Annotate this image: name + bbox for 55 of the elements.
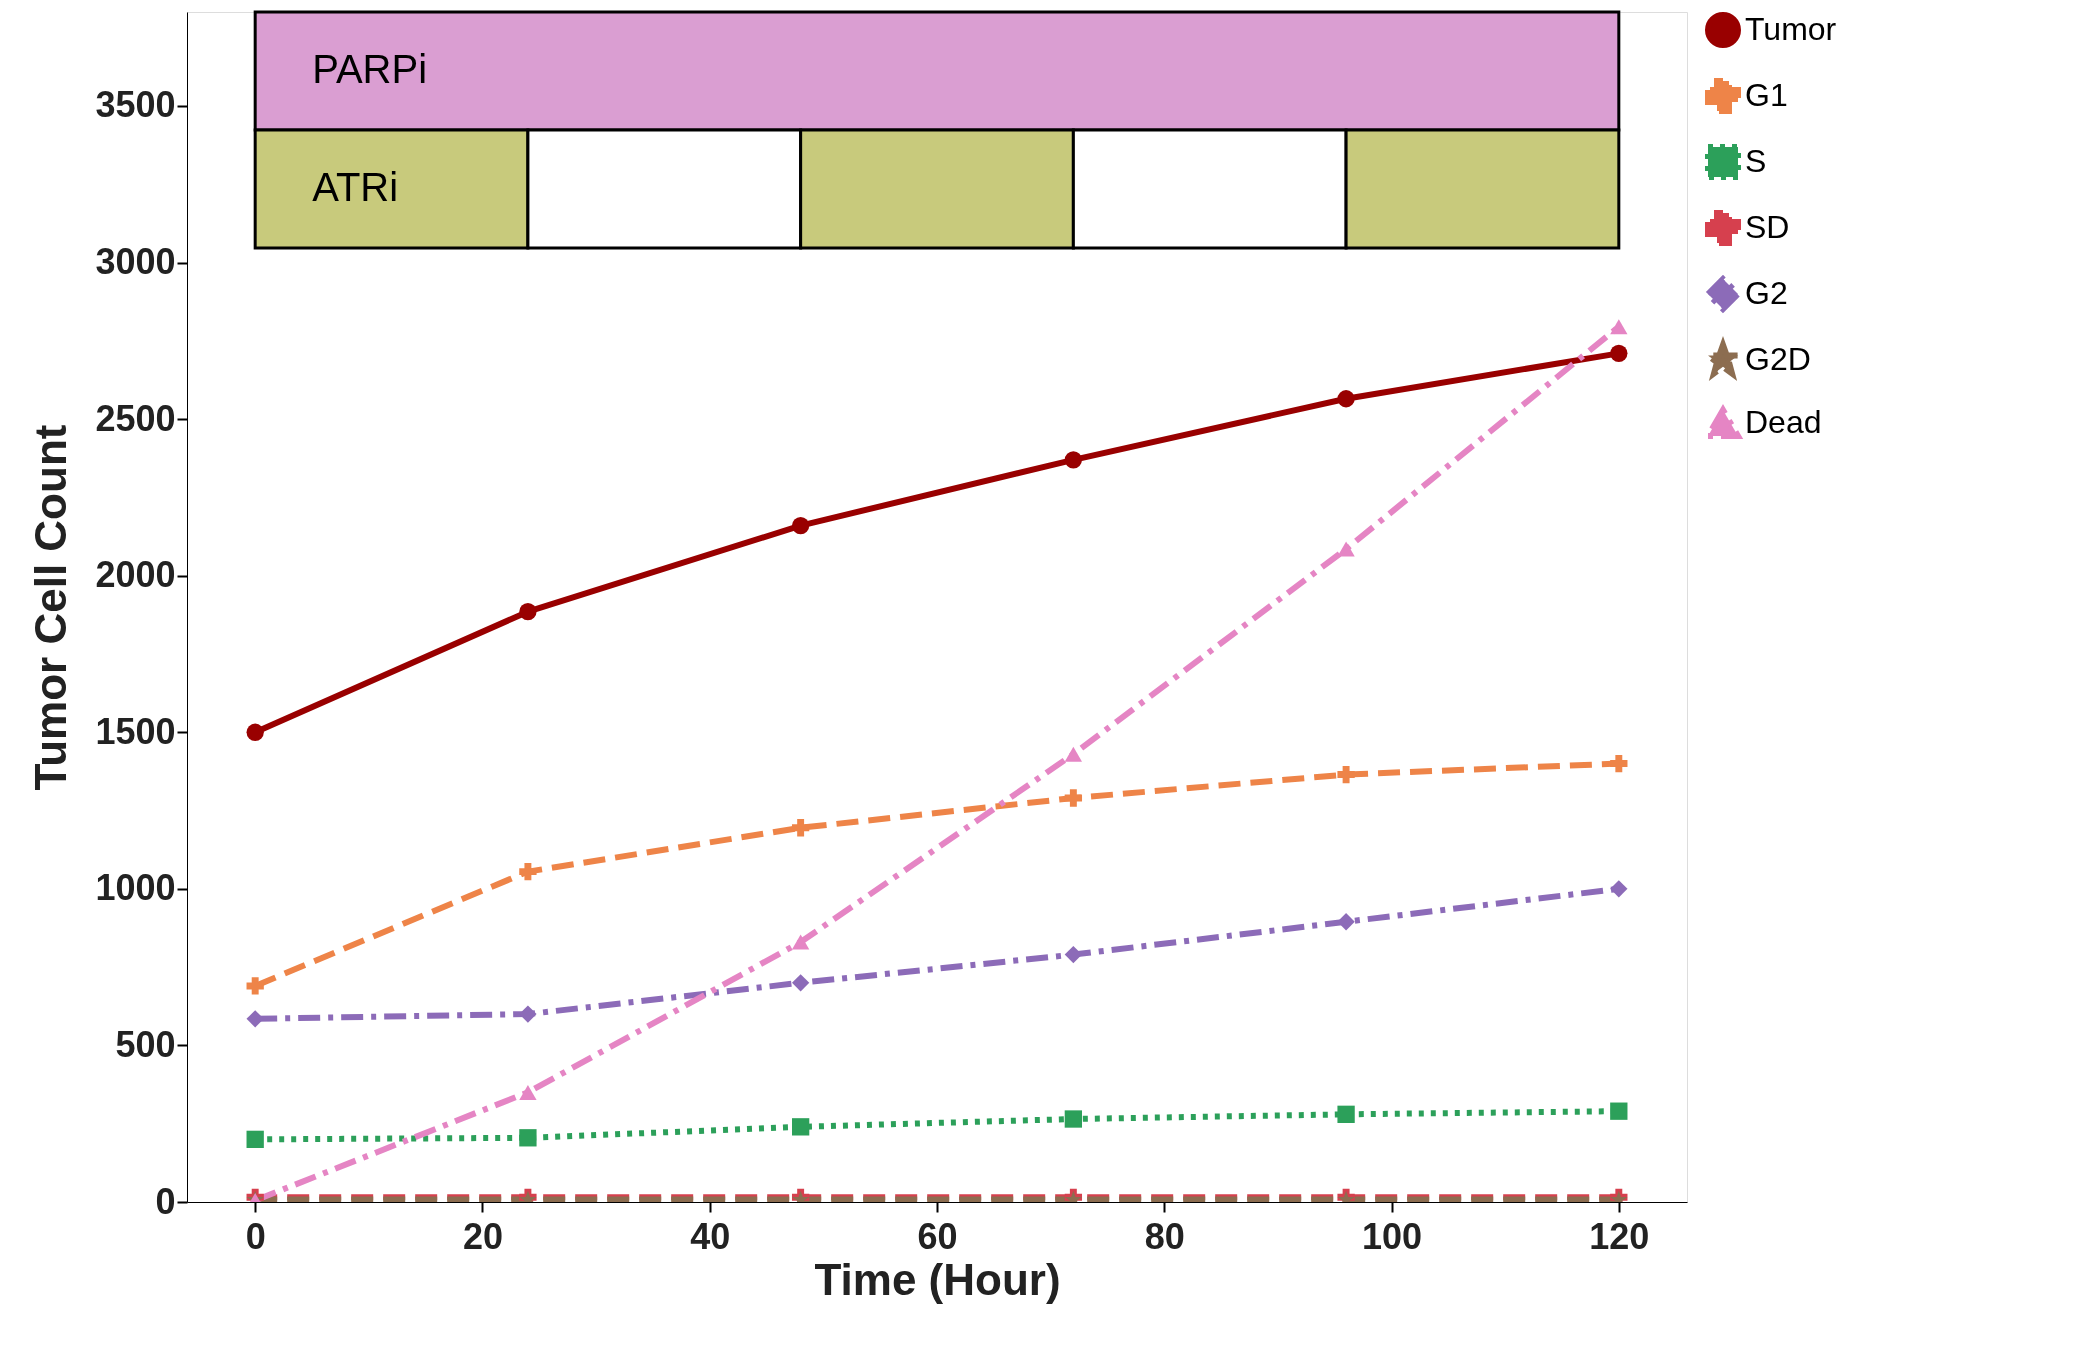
point <box>519 1084 537 1100</box>
point <box>1064 789 1083 807</box>
legend-label: Dead <box>1745 404 1822 440</box>
point <box>519 1005 537 1023</box>
point <box>1337 541 1355 557</box>
point <box>1610 319 1628 335</box>
y-tick-label: 3000 <box>95 241 176 283</box>
point <box>791 516 810 535</box>
point <box>1064 945 1083 964</box>
point <box>246 1130 264 1149</box>
y-tick-label: 500 <box>115 1023 176 1065</box>
x-tick-label: 40 <box>690 1215 731 1257</box>
point <box>1337 765 1355 784</box>
x-tick-label: 20 <box>462 1215 503 1257</box>
x-tick-label: 80 <box>1144 1215 1185 1257</box>
y-tick-label: 1500 <box>95 710 176 752</box>
y-tick-label: 2500 <box>95 397 176 439</box>
legend-label: S <box>1745 143 1767 179</box>
point <box>791 819 810 837</box>
legend-label: SD <box>1745 209 1790 245</box>
legend-label: G2D <box>1745 341 1811 377</box>
point <box>519 603 537 621</box>
point <box>246 723 264 741</box>
y-tick-label: 0 <box>155 1180 176 1222</box>
x-tick-label: 60 <box>917 1215 958 1257</box>
legend-label: G1 <box>1745 77 1788 113</box>
point <box>1610 754 1628 773</box>
point <box>519 1129 537 1147</box>
legend-label: Tumor <box>1745 11 1837 47</box>
point <box>791 974 810 992</box>
point <box>1337 913 1355 931</box>
y-tick-label: 2000 <box>95 554 176 596</box>
point <box>1610 880 1628 898</box>
point <box>519 862 537 881</box>
point <box>246 1010 264 1028</box>
y-tick-label: 1000 <box>95 867 176 909</box>
band-label: ATRi <box>312 165 399 209</box>
y-axis-title: Tumor Cell Count <box>26 424 76 791</box>
point <box>791 1118 810 1136</box>
point <box>1064 1110 1083 1128</box>
point <box>1610 344 1628 362</box>
x-tick-label: 0 <box>245 1215 266 1257</box>
point <box>1337 390 1355 408</box>
point <box>246 977 264 995</box>
point <box>1337 1105 1355 1123</box>
point <box>1064 746 1083 762</box>
legend-label: G2 <box>1745 275 1788 311</box>
point <box>791 934 810 950</box>
x-tick-label: 100 <box>1362 1215 1423 1257</box>
x-axis-title: Time (Hour) <box>814 1254 1061 1304</box>
y-tick-label: 3500 <box>95 84 176 126</box>
point <box>1610 1102 1628 1120</box>
point <box>1064 451 1083 469</box>
band-label: PARPi <box>312 47 428 91</box>
x-tick-label: 120 <box>1589 1215 1650 1257</box>
